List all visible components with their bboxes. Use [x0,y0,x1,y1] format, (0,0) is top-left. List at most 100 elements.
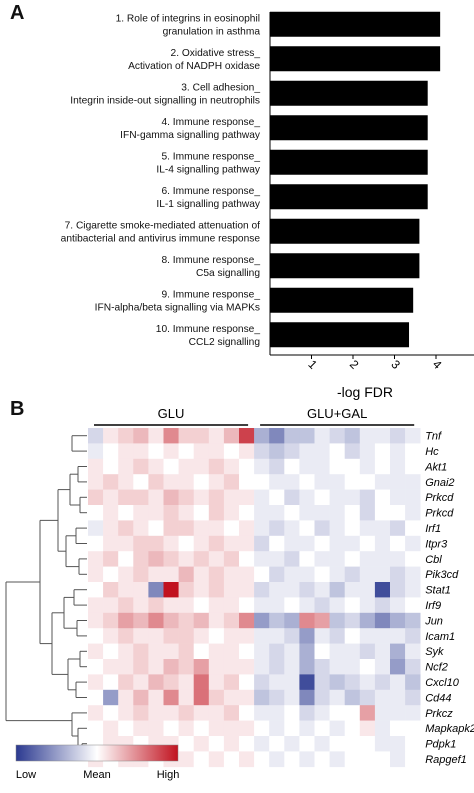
heatmap-cell [299,489,315,506]
category-label-9-line-1: 9. Immune response_ [161,289,260,300]
heatmap-cell [88,489,104,506]
heatmap-cell [178,751,194,768]
heatmap-cell [193,643,210,660]
heatmap-cell [344,489,361,506]
heatmap-cell [269,535,285,552]
heatmap-cell [329,751,345,768]
heatmap-cell [193,428,210,444]
heatmap-cell [88,582,104,598]
heatmap-cell [344,643,361,660]
row-label-14: Icam1 [425,631,455,643]
row-label-10: Pik3cd [425,569,459,581]
x-tick-label-2: 2 [347,357,362,372]
heatmap-cell [118,597,134,614]
heatmap-cell [118,458,134,475]
heatmap-cell [118,612,134,629]
x-tick-label-3: 3 [388,357,403,372]
heatmap-cell [299,458,315,475]
heatmap-cell [405,489,421,506]
heatmap-cell [133,489,149,506]
heatmap-cell [239,489,255,506]
row-label-12: Irf9 [425,600,441,612]
heatmap-cell [103,628,119,644]
heatmap-cell [193,705,210,721]
heatmap-cell [88,705,104,721]
row-label-18: Cd44 [425,692,451,704]
heatmap-cell [178,674,194,691]
heatmap-cell [193,659,210,675]
heatmap-cell [133,628,149,644]
heatmap-cell [103,612,119,629]
heatmap-cell [284,643,300,660]
heatmap-cell [103,566,119,583]
heatmap-cell [103,643,119,660]
heatmap-cell [269,628,285,644]
heatmap-cell [148,674,164,691]
bar-8 [270,253,420,279]
heatmap-cell [193,751,210,768]
heatmap-cell [133,535,149,552]
heatmap-cell [359,566,376,583]
heatmap-cell [163,458,179,475]
heatmap-cell [239,443,255,460]
heatmap-cell [329,720,345,737]
heatmap-cell [103,474,119,490]
heatmap-cell [269,643,285,660]
heatmap-cell [193,443,210,460]
legend-high: High [157,769,180,781]
heatmap-cell [178,566,194,583]
heatmap-cell [193,582,210,598]
heatmap-chart: GLU GLU+GAL Tnf Hc Akt1 Gnai2 Prkcd Prkcd Irf1 It… [5,406,474,781]
heatmap-cell [269,443,285,460]
heatmap-cell [299,505,315,521]
heatmap-cell [359,720,376,737]
heatmap-cell [178,535,194,552]
bar-2 [270,46,441,72]
heatmap-cell [329,674,345,691]
heatmap-cell [163,566,179,583]
category-label-7-line-2: antibacterial and antivirus immune respo… [61,233,261,244]
category-label-5-line-2: IL-4 signalling pathway [156,164,261,175]
heatmap-cell [344,505,361,521]
heatmap-cell [269,751,285,768]
heatmap-cell [314,458,330,475]
heatmap-cell [88,551,104,567]
heatmap-cell [390,505,406,521]
heatmap-cell [103,428,119,444]
heatmap-cell [314,736,330,752]
heatmap-cell [178,458,194,475]
heatmap-cell [163,628,179,644]
heatmap-cell [359,428,376,444]
heatmap-cell [299,705,315,721]
heatmap-cell [284,659,300,675]
heatmap-cell [269,505,285,521]
heatmap-cell [299,643,315,660]
heatmap-cell [299,612,315,629]
category-label-2-line-1: 2. Oxidative stress_ [171,48,261,59]
heatmap-cell [163,520,179,537]
heatmap-cell [405,566,421,583]
heatmap-cell [329,612,345,629]
heatmap-cell [193,689,210,706]
heatmap-cell [148,535,164,552]
heatmap-cell [374,566,391,583]
heatmap-cell [299,520,315,537]
heatmap-cell [405,505,421,521]
heatmap-cell [103,705,119,721]
heatmap-cell [208,720,225,737]
heatmap-cell [118,689,134,706]
row-label-13: Jun [424,615,443,627]
row-label-15: Syk [425,646,444,658]
heatmap-cell [118,474,134,490]
heatmap-cell [284,612,300,629]
heatmap-cell [178,597,194,614]
row-label-8: Itpr3 [425,538,448,550]
x-tick-label-5: 5 [471,357,474,372]
heatmap-cell [208,535,225,552]
heatmap-cell [269,582,285,598]
heatmap-cell [193,720,210,737]
heatmap-cell [148,428,164,444]
heatmap-cell [314,489,330,506]
heatmap-cell [374,674,391,691]
heatmap-cell [239,505,255,521]
